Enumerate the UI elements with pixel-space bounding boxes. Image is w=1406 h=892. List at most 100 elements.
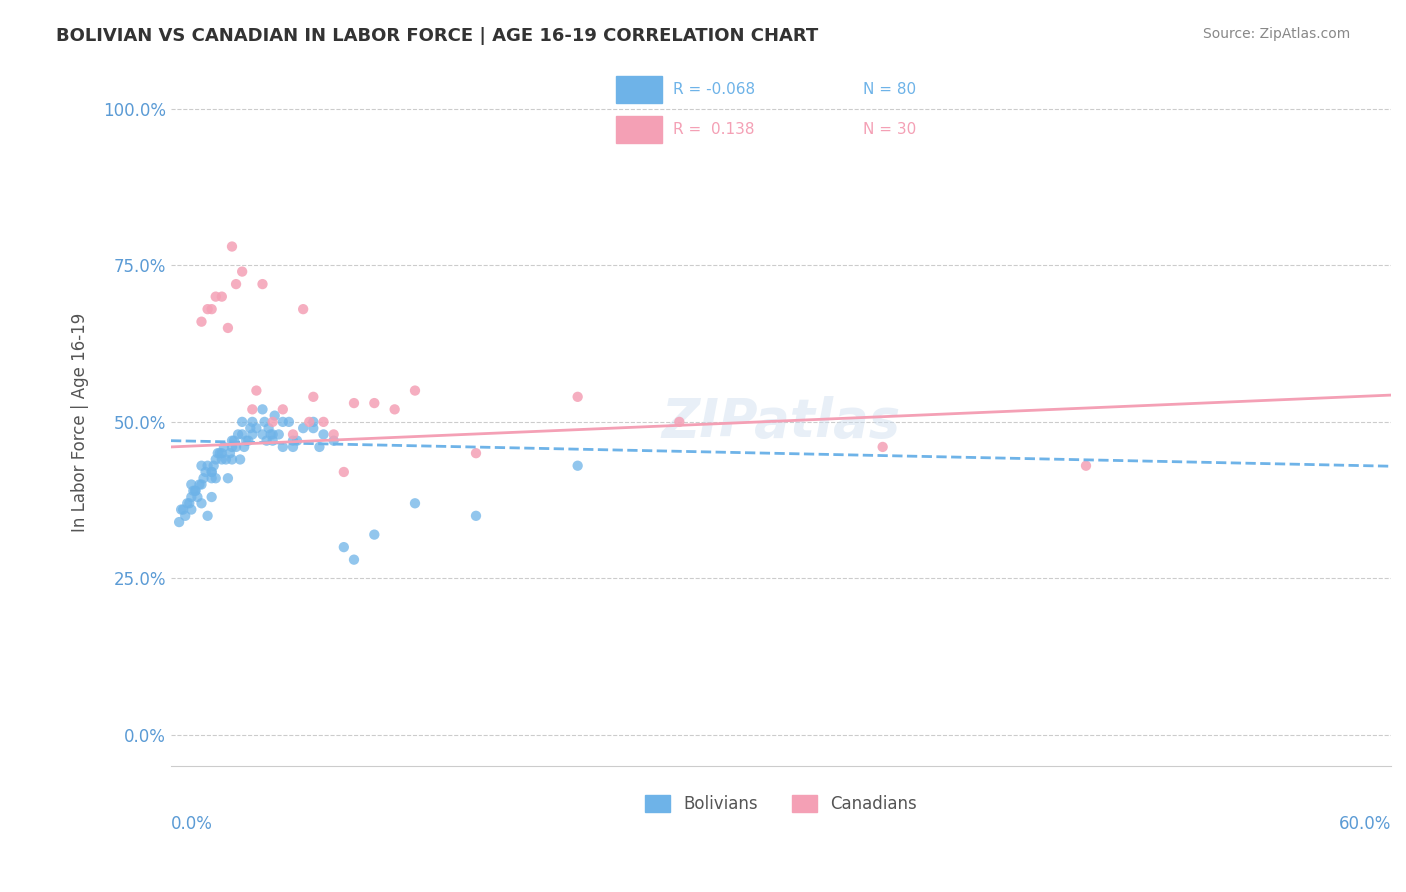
- Point: [204, 290, 226, 304]
- Point: [167, 515, 190, 529]
- Point: [257, 421, 280, 435]
- Point: [245, 384, 267, 398]
- Point: [245, 421, 267, 435]
- Point: [252, 427, 274, 442]
- Point: [201, 471, 224, 485]
- Point: [308, 440, 330, 454]
- Text: R =  0.138: R = 0.138: [673, 122, 755, 136]
- Point: [180, 502, 202, 516]
- Point: [302, 421, 325, 435]
- Point: [179, 496, 201, 510]
- Point: [217, 471, 239, 485]
- Point: [219, 446, 242, 460]
- Point: [222, 434, 245, 448]
- Point: [207, 446, 229, 460]
- Point: [292, 421, 315, 435]
- Point: [404, 496, 426, 510]
- Point: [363, 527, 385, 541]
- Point: [271, 415, 294, 429]
- Point: [267, 427, 290, 442]
- Point: [240, 415, 263, 429]
- Point: [201, 302, 224, 317]
- Point: [190, 315, 212, 329]
- Point: [180, 477, 202, 491]
- Point: [259, 427, 281, 442]
- Text: 60.0%: 60.0%: [1339, 814, 1391, 832]
- Point: [201, 465, 224, 479]
- Point: [256, 434, 278, 448]
- Point: [298, 415, 321, 429]
- Point: [197, 508, 219, 523]
- Point: [193, 471, 215, 485]
- Point: [170, 502, 193, 516]
- Point: [322, 427, 344, 442]
- Point: [343, 552, 366, 566]
- Point: [240, 427, 263, 442]
- Point: [465, 508, 488, 523]
- Point: [212, 440, 235, 454]
- Point: [271, 440, 294, 454]
- Point: [312, 415, 335, 429]
- Text: ZIPatlas: ZIPatlas: [661, 396, 901, 448]
- Point: [226, 427, 249, 442]
- Bar: [616, 116, 662, 143]
- Point: [229, 452, 252, 467]
- Point: [262, 415, 284, 429]
- Point: [262, 434, 284, 448]
- Point: [211, 446, 233, 460]
- Point: [302, 390, 325, 404]
- Legend: Bolivians, Canadians: Bolivians, Canadians: [638, 789, 924, 820]
- Text: N = 30: N = 30: [863, 122, 915, 136]
- Point: [239, 421, 262, 435]
- Point: [204, 452, 226, 467]
- Point: [215, 452, 238, 467]
- Point: [201, 465, 224, 479]
- Point: [252, 402, 274, 417]
- Point: [240, 402, 263, 417]
- Point: [225, 277, 247, 292]
- Point: [253, 415, 276, 429]
- Text: 0.0%: 0.0%: [172, 814, 212, 832]
- Point: [211, 290, 233, 304]
- Point: [252, 277, 274, 292]
- Point: [292, 302, 315, 317]
- Point: [221, 239, 243, 253]
- Point: [263, 409, 285, 423]
- Text: BOLIVIAN VS CANADIAN IN LABOR FORCE | AGE 16-19 CORRELATION CHART: BOLIVIAN VS CANADIAN IN LABOR FORCE | AG…: [56, 27, 818, 45]
- Point: [235, 434, 257, 448]
- Bar: [616, 76, 662, 103]
- Point: [184, 483, 207, 498]
- Point: [363, 396, 385, 410]
- Point: [262, 427, 284, 442]
- Point: [271, 402, 294, 417]
- Text: Source: ZipAtlas.com: Source: ZipAtlas.com: [1202, 27, 1350, 41]
- Point: [217, 321, 239, 335]
- Point: [567, 458, 589, 473]
- Point: [872, 440, 894, 454]
- Point: [183, 483, 205, 498]
- Point: [281, 427, 304, 442]
- Point: [190, 496, 212, 510]
- Point: [202, 458, 225, 473]
- Point: [190, 477, 212, 491]
- Point: [322, 434, 344, 448]
- Point: [668, 415, 690, 429]
- Point: [281, 434, 304, 448]
- Point: [567, 390, 589, 404]
- Text: R = -0.068: R = -0.068: [673, 82, 755, 96]
- Point: [281, 440, 304, 454]
- Point: [238, 434, 260, 448]
- Point: [285, 434, 308, 448]
- Point: [190, 458, 212, 473]
- Point: [174, 508, 197, 523]
- Point: [201, 490, 224, 504]
- Point: [184, 483, 207, 498]
- Point: [221, 434, 243, 448]
- Point: [1074, 458, 1097, 473]
- Point: [277, 415, 299, 429]
- Point: [221, 440, 243, 454]
- Point: [208, 446, 231, 460]
- Point: [197, 302, 219, 317]
- Point: [333, 540, 356, 554]
- Point: [384, 402, 406, 417]
